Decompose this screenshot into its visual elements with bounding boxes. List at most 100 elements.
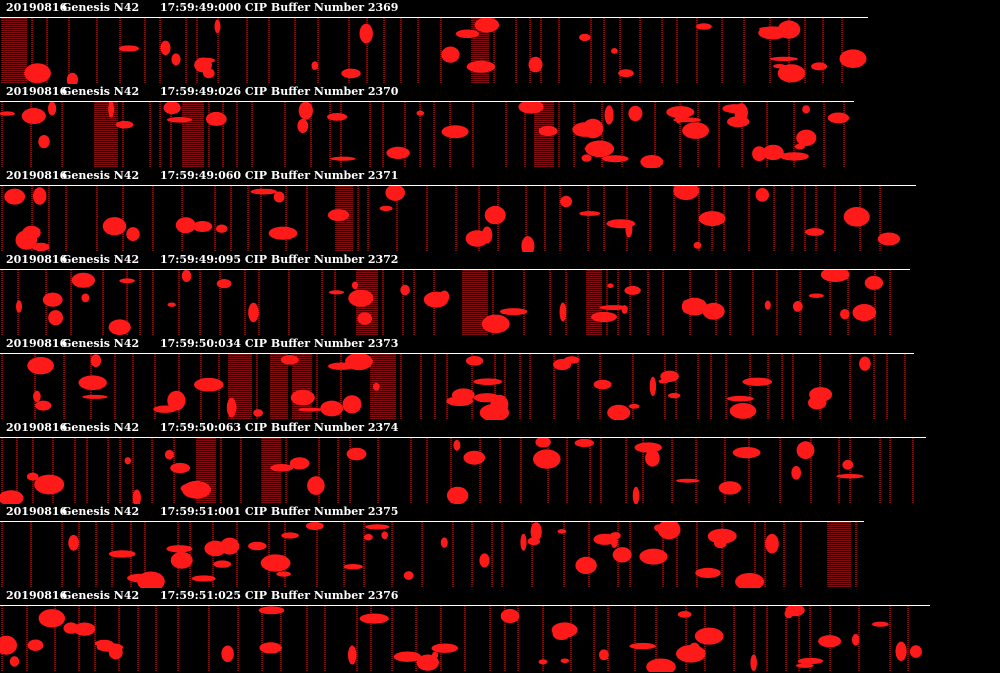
particle-image xyxy=(373,382,380,391)
particle-image xyxy=(194,377,224,392)
particle-image xyxy=(598,649,609,661)
particle-image xyxy=(872,621,889,627)
particle-image-strip xyxy=(1,18,867,84)
particle-image xyxy=(773,64,786,69)
particle-image xyxy=(593,533,617,545)
particle-image xyxy=(440,537,448,548)
particle-image xyxy=(618,69,634,78)
particle-image xyxy=(327,209,350,222)
particle-image xyxy=(345,354,373,371)
particle-image xyxy=(191,575,216,582)
particle-image xyxy=(538,125,558,137)
particle-image xyxy=(26,472,39,481)
strip-header: 20190816 Genesis N42 17:59:51:025 CIP Buff… xyxy=(0,588,1000,604)
particle-image xyxy=(784,609,794,619)
particle-image xyxy=(171,53,181,66)
particle-image xyxy=(632,486,640,504)
date-label: 20190816 xyxy=(6,589,68,602)
particle-image xyxy=(765,533,779,554)
particle-image xyxy=(474,18,500,33)
particle-image xyxy=(248,302,259,323)
particle-image xyxy=(216,279,232,289)
particle-image xyxy=(226,397,237,418)
particle-image xyxy=(289,457,310,470)
particle-image xyxy=(167,390,186,411)
particle-image xyxy=(808,396,827,410)
particle-image xyxy=(629,642,656,650)
particle-image xyxy=(124,457,131,465)
particle-image xyxy=(203,68,215,79)
particle-image xyxy=(15,230,38,250)
particle-image xyxy=(634,442,662,453)
strip-header: 20190816 Genesis N42 17:59:50:034 CIP Buff… xyxy=(0,336,1000,352)
particle-image xyxy=(365,524,390,530)
particle-image xyxy=(220,537,240,555)
particle-image xyxy=(126,227,140,242)
particle-image xyxy=(170,462,191,474)
particle-image xyxy=(811,62,828,71)
particle-image xyxy=(66,72,78,84)
particle-image xyxy=(877,232,901,246)
particle-image xyxy=(852,304,877,322)
particle-image xyxy=(639,548,668,565)
particle-image xyxy=(602,155,629,163)
particle-image xyxy=(432,651,439,659)
particle-image xyxy=(453,439,461,451)
particle-image xyxy=(909,645,922,658)
particle-image xyxy=(779,152,809,161)
particle-image xyxy=(439,290,450,303)
particle-image xyxy=(311,61,319,70)
particle-image xyxy=(213,560,232,568)
particle-image xyxy=(582,118,604,139)
particle-image xyxy=(563,356,580,364)
separator-line xyxy=(0,185,916,186)
particle-image xyxy=(357,312,373,325)
particle-image xyxy=(677,611,692,618)
particle-image xyxy=(840,309,850,320)
particle-image xyxy=(742,377,772,386)
particle-image xyxy=(71,272,96,288)
particle-image xyxy=(500,608,520,624)
particle-image xyxy=(381,531,389,540)
particle-image xyxy=(698,211,726,227)
particle-image xyxy=(441,125,469,139)
particle-image xyxy=(359,613,389,624)
particle-image xyxy=(579,211,601,216)
particle-image xyxy=(657,522,681,540)
particle-image xyxy=(75,273,83,287)
date-label: 20190816 xyxy=(6,1,68,14)
particle-image xyxy=(166,117,193,123)
particle-image xyxy=(68,534,79,551)
particle-image xyxy=(273,191,285,203)
particle-image xyxy=(216,224,228,233)
buffer-info-label: 17:59:49:060 CIP Buffer Number 2371 xyxy=(160,169,399,182)
particle-image xyxy=(307,476,325,495)
particle-image xyxy=(297,118,309,134)
particle-image xyxy=(270,464,294,472)
date-label: 20190816 xyxy=(6,169,68,182)
buffer-strip: 20190816 Genesis N42 17:59:49:095 CIP Buff… xyxy=(0,252,1000,336)
separator-line xyxy=(0,101,854,102)
particle-image xyxy=(696,23,712,30)
particle-image xyxy=(864,275,884,290)
particle-image xyxy=(90,354,102,368)
particle-image xyxy=(343,564,363,570)
particle-image xyxy=(73,622,96,636)
particle-image xyxy=(599,305,628,311)
particle-image xyxy=(32,242,50,252)
particle-image xyxy=(298,102,313,120)
particle-image xyxy=(0,490,24,504)
particle-image xyxy=(198,57,215,63)
particle-image xyxy=(769,56,799,62)
particle-image xyxy=(441,46,460,63)
particle-image xyxy=(463,450,486,465)
buffer-info-label: 17:59:49:026 CIP Buffer Number 2370 xyxy=(160,85,399,98)
particle-image xyxy=(0,635,17,655)
particle-image xyxy=(607,404,631,420)
particle-image xyxy=(604,105,614,125)
particle-image xyxy=(253,409,263,417)
particle-image xyxy=(160,40,171,56)
strip-header: 20190816 Genesis N42 17:59:51:001 CIP Buff… xyxy=(0,504,1000,520)
particle-image xyxy=(552,628,571,640)
particle-image xyxy=(851,634,860,646)
